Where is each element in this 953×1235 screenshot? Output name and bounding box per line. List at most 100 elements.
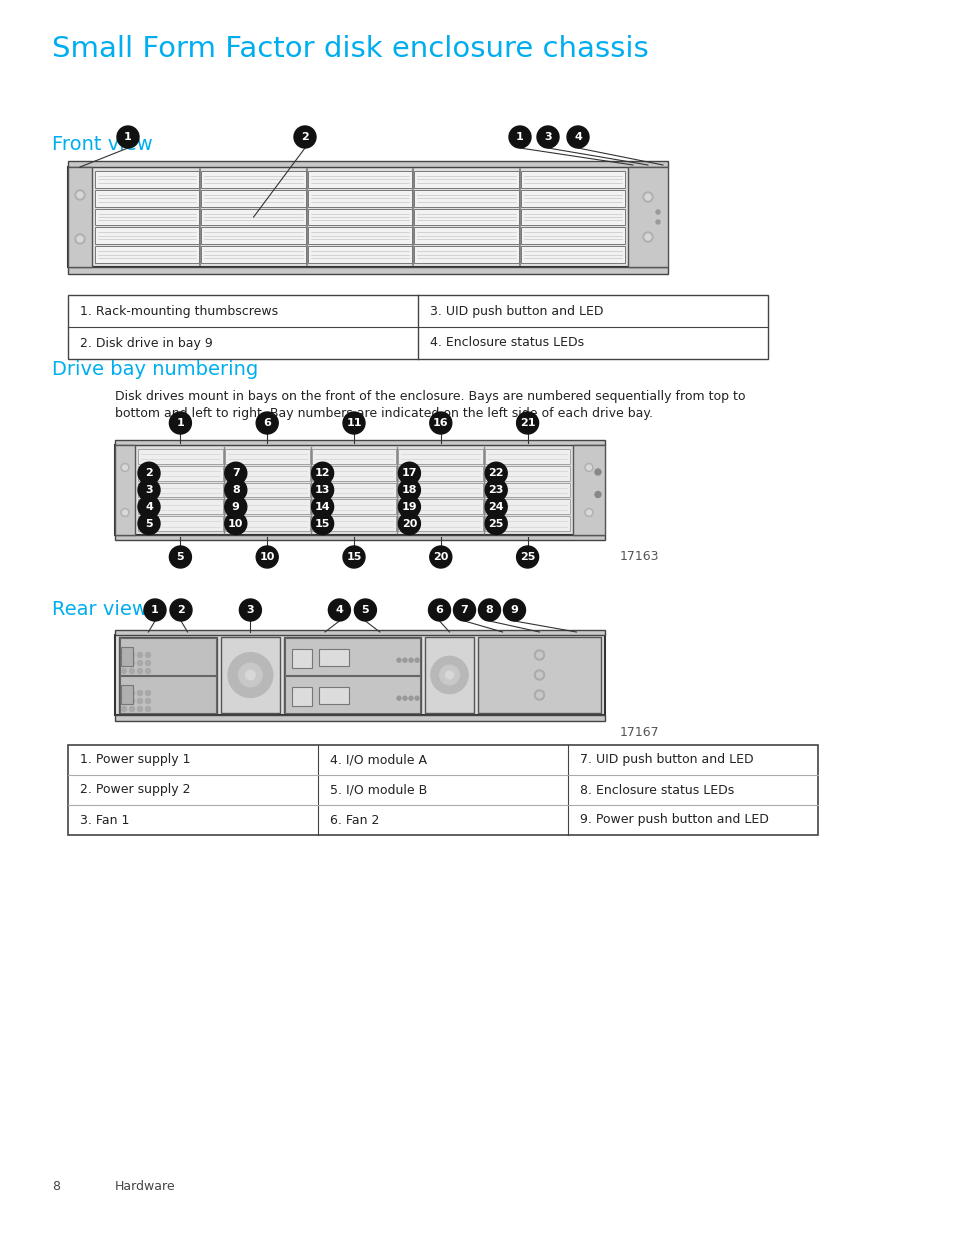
- Bar: [308, 209, 412, 226]
- Circle shape: [656, 210, 659, 214]
- Circle shape: [534, 671, 544, 680]
- Circle shape: [137, 661, 142, 666]
- Text: 4. I/O module A: 4. I/O module A: [330, 753, 427, 767]
- Circle shape: [146, 690, 151, 695]
- Circle shape: [121, 690, 127, 695]
- Circle shape: [77, 191, 83, 198]
- Text: 5: 5: [145, 519, 152, 529]
- Text: 1: 1: [151, 605, 159, 615]
- Circle shape: [402, 658, 407, 662]
- Bar: [221, 637, 279, 713]
- Circle shape: [137, 690, 142, 695]
- Bar: [477, 637, 600, 713]
- Bar: [201, 190, 306, 206]
- Text: 5. I/O module B: 5. I/O module B: [330, 783, 427, 797]
- Circle shape: [584, 509, 593, 516]
- Circle shape: [238, 663, 262, 687]
- Bar: [68, 295, 767, 359]
- Text: 17: 17: [401, 468, 416, 478]
- Bar: [95, 170, 199, 188]
- Circle shape: [312, 495, 334, 517]
- Circle shape: [396, 658, 400, 662]
- Text: 16: 16: [433, 417, 448, 429]
- Circle shape: [170, 412, 192, 433]
- Circle shape: [170, 599, 192, 621]
- Bar: [398, 466, 482, 480]
- Circle shape: [354, 599, 376, 621]
- Text: 6: 6: [263, 417, 271, 429]
- Circle shape: [536, 652, 542, 658]
- Bar: [308, 170, 412, 188]
- Text: 23: 23: [488, 485, 503, 495]
- Text: 5: 5: [176, 552, 184, 562]
- Bar: [225, 483, 310, 498]
- Text: 2. Disk drive in bay 9: 2. Disk drive in bay 9: [80, 336, 213, 350]
- Circle shape: [517, 546, 538, 568]
- Circle shape: [445, 671, 453, 679]
- Circle shape: [485, 495, 507, 517]
- Text: 25: 25: [488, 519, 503, 529]
- Text: 20: 20: [433, 552, 448, 562]
- Text: 18: 18: [401, 485, 416, 495]
- Circle shape: [478, 599, 500, 621]
- Circle shape: [328, 599, 350, 621]
- Bar: [95, 246, 199, 263]
- Text: 3: 3: [246, 605, 253, 615]
- Text: Small Form Factor disk enclosure chassis: Small Form Factor disk enclosure chassis: [52, 35, 648, 63]
- Text: 7: 7: [232, 468, 239, 478]
- Bar: [520, 170, 624, 188]
- Text: Hardware: Hardware: [115, 1179, 175, 1193]
- Bar: [318, 650, 349, 666]
- Bar: [520, 209, 624, 226]
- Circle shape: [130, 706, 134, 711]
- Text: 1. Power supply 1: 1. Power supply 1: [80, 753, 191, 767]
- Bar: [68, 167, 91, 267]
- Circle shape: [642, 232, 652, 242]
- Circle shape: [312, 513, 334, 535]
- Bar: [120, 676, 215, 713]
- Circle shape: [398, 462, 420, 484]
- Circle shape: [485, 462, 507, 484]
- Text: 1: 1: [176, 417, 184, 429]
- Text: 8: 8: [52, 1179, 60, 1193]
- Text: 15: 15: [346, 552, 361, 562]
- Circle shape: [122, 466, 128, 471]
- Circle shape: [536, 692, 542, 698]
- Bar: [414, 190, 518, 206]
- Circle shape: [428, 599, 450, 621]
- Circle shape: [430, 546, 452, 568]
- Text: 3. UID push button and LED: 3. UID push button and LED: [430, 305, 603, 317]
- Circle shape: [121, 668, 127, 673]
- Circle shape: [644, 233, 650, 240]
- Bar: [398, 516, 482, 531]
- Circle shape: [398, 479, 420, 501]
- Bar: [225, 516, 310, 531]
- Bar: [138, 483, 223, 498]
- Circle shape: [121, 661, 127, 666]
- Text: 12: 12: [314, 468, 330, 478]
- Bar: [424, 637, 474, 713]
- Circle shape: [566, 126, 588, 148]
- Circle shape: [170, 546, 192, 568]
- Bar: [312, 499, 396, 514]
- Circle shape: [509, 126, 531, 148]
- Circle shape: [431, 656, 468, 694]
- Bar: [283, 637, 420, 713]
- Circle shape: [534, 650, 544, 659]
- Text: 7. UID push button and LED: 7. UID push button and LED: [579, 753, 753, 767]
- Circle shape: [146, 699, 151, 704]
- Circle shape: [503, 599, 525, 621]
- Bar: [292, 650, 312, 668]
- Text: 4: 4: [574, 132, 581, 142]
- Text: bottom and left to right. Bay numbers are indicated on the left side of each dri: bottom and left to right. Bay numbers ar…: [115, 408, 652, 420]
- Circle shape: [121, 463, 129, 472]
- Circle shape: [485, 479, 507, 501]
- Circle shape: [146, 652, 151, 657]
- Bar: [398, 499, 482, 514]
- Text: 9: 9: [232, 501, 239, 511]
- Text: Front view: Front view: [52, 135, 152, 154]
- Bar: [201, 209, 306, 226]
- Text: 22: 22: [488, 468, 503, 478]
- Text: 11: 11: [346, 417, 361, 429]
- Text: 8. Enclosure status LEDs: 8. Enclosure status LEDs: [579, 783, 734, 797]
